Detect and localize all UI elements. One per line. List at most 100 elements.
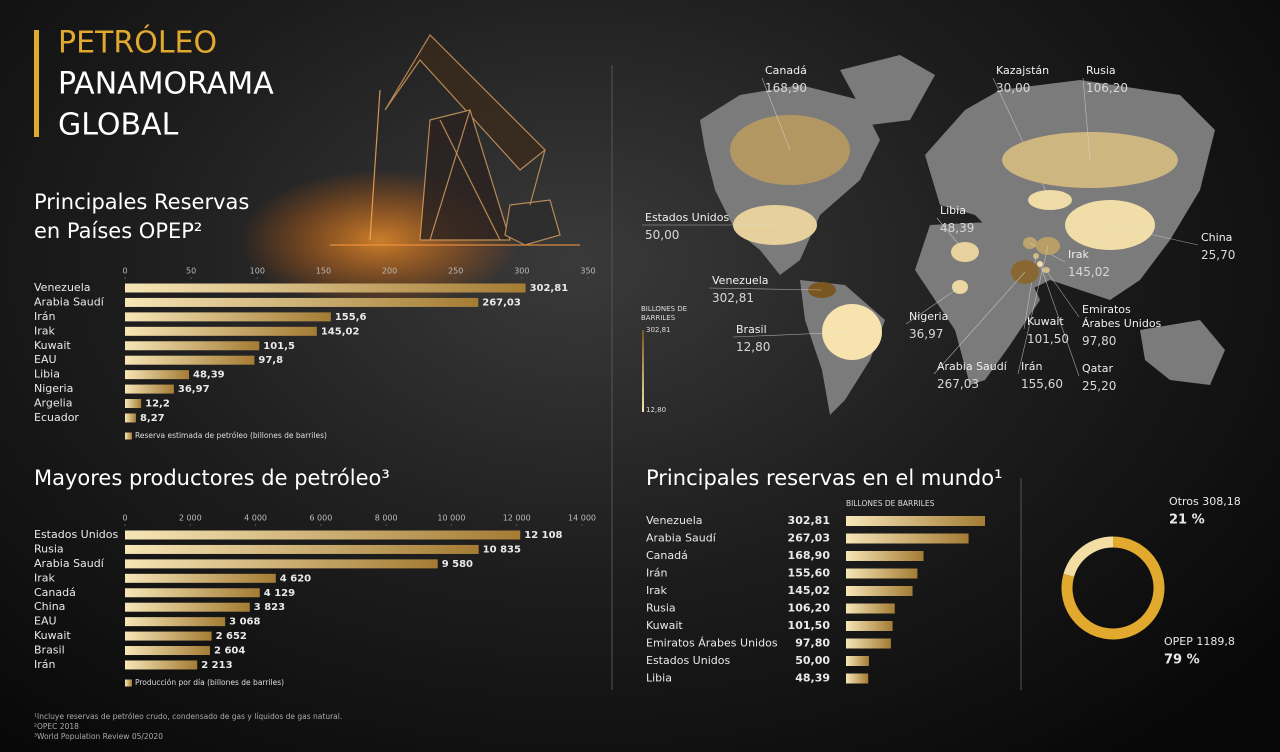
value-label: 302,81	[788, 514, 830, 527]
category-label: Estados Unidos	[646, 654, 730, 667]
value-label: 9 580	[442, 559, 473, 570]
category-label: Argelia	[34, 397, 72, 410]
segment-share: 21 %	[1169, 513, 1205, 528]
bar	[125, 573, 276, 583]
footnote: ³World Population Review 05/2020	[34, 732, 163, 741]
map-label: China 25,70	[1201, 231, 1280, 262]
value-label: 50,00	[795, 654, 830, 667]
category-label: Emiratos Árabes Unidos	[646, 637, 778, 650]
map-label: Canadá 168,90	[765, 64, 875, 95]
map-label: Kazajstán 30,00	[996, 64, 1106, 95]
x-tick-label: 0	[122, 267, 127, 276]
bar	[125, 631, 212, 641]
chart-title: Principales reservas en el mundo¹	[646, 466, 1003, 490]
region-name: Kuwait	[1027, 315, 1064, 328]
donut-segment	[1061, 536, 1165, 640]
region-value: 302,81	[712, 291, 754, 305]
region-name: Canadá	[765, 64, 807, 77]
region-name: Arabia Saudí	[937, 360, 1007, 373]
region-value: 145,02	[1068, 265, 1110, 279]
category-label: EAU	[34, 353, 57, 366]
value-label: 101,5	[263, 341, 295, 352]
value-label: 12 108	[524, 530, 562, 541]
bar	[846, 568, 918, 579]
value-label: 48,39	[795, 672, 830, 685]
x-tick-label: 100	[250, 267, 265, 276]
segment-name: Otros	[1169, 495, 1199, 508]
map-label: Kuwait 101,50	[1027, 315, 1137, 346]
region-value: 48,39	[940, 221, 975, 235]
bar	[846, 603, 895, 614]
value-label: 36,97	[178, 384, 210, 395]
region-value: 168,90	[765, 81, 807, 95]
legend-label: Producción por día (billones de barriles…	[135, 678, 284, 687]
region-name: Qatar	[1082, 362, 1113, 375]
category-label: Kuwait	[646, 619, 683, 632]
value-label: 101,50	[788, 619, 831, 632]
x-tick-label: 2 000	[179, 514, 202, 523]
map-label: Irán 155,60	[1021, 360, 1131, 391]
legend-swatch	[125, 432, 132, 440]
region-value: 25,20	[1082, 379, 1117, 393]
category-label: Nigeria	[34, 382, 73, 395]
x-tick-label: 300	[514, 267, 529, 276]
bar	[846, 533, 969, 544]
x-tick-label: 8 000	[375, 514, 398, 523]
map-region	[1033, 253, 1039, 259]
value-label: 267,03	[482, 297, 521, 308]
x-tick-label: 10 000	[437, 514, 465, 523]
segment-label: Otros 308,18	[1169, 495, 1241, 508]
chart-title: Principales Reservas en Países OPEP²	[34, 190, 250, 243]
region-value: 30,00	[996, 81, 1031, 95]
bar	[846, 656, 869, 666]
value-label: 145,02	[321, 326, 360, 337]
region-name: Nigeria	[909, 310, 949, 323]
bar	[125, 283, 526, 293]
value-label: 106,20	[788, 602, 831, 615]
value-label: 155,60	[788, 567, 831, 580]
category-label: Canadá	[34, 586, 76, 599]
bar	[846, 673, 869, 684]
axis-label: BILLONES DE BARRILES	[846, 499, 935, 508]
bar	[125, 326, 317, 336]
category-label: Irak	[34, 324, 56, 337]
category-label: Ecuador	[34, 411, 79, 424]
chart-title: Mayores productores de petróleo³	[34, 466, 390, 490]
category-label: Rusia	[34, 542, 64, 555]
x-tick-label: 6 000	[309, 514, 332, 523]
category-label: Brasil	[34, 644, 65, 657]
map-label: Arabia Saudí 267,03	[937, 360, 1047, 391]
leader-line	[936, 217, 966, 253]
bar	[125, 413, 136, 423]
value-label: 267,03	[788, 532, 830, 545]
value-label: 12,2	[145, 399, 170, 410]
bar	[846, 621, 893, 631]
category-label: Libia	[34, 368, 60, 381]
leader-line	[732, 331, 853, 338]
leader-line	[933, 271, 1026, 375]
leader-line	[1017, 245, 1049, 375]
category-label: Canadá	[646, 549, 688, 562]
category-label: Arabia Saudí	[34, 557, 105, 570]
segment-label: OPEP 1189,8	[1164, 635, 1235, 648]
value-label: 168,90	[788, 549, 831, 562]
bar	[125, 297, 479, 307]
region-name: Kazajstán	[996, 64, 1050, 77]
x-tick-label: 350	[580, 267, 595, 276]
bar	[125, 544, 479, 554]
category-label: Kuwait	[34, 339, 71, 352]
header-line: PANAMORAMA	[58, 67, 274, 102]
region-value: 155,60	[1021, 377, 1063, 391]
footnote: ¹Incluye reservas de petróleo crudo, con…	[34, 712, 342, 721]
category-label: Irak	[34, 571, 56, 584]
header-line: GLOBAL	[58, 108, 179, 143]
category-label: EAU	[34, 615, 57, 628]
region-name: Libia	[940, 204, 966, 217]
x-tick-label: 150	[316, 267, 331, 276]
value-label: 3 068	[229, 617, 260, 628]
header-line: PETRÓLEO	[58, 24, 217, 61]
bar	[125, 399, 142, 409]
bar	[846, 551, 924, 561]
x-tick-label: 12 000	[503, 514, 531, 523]
